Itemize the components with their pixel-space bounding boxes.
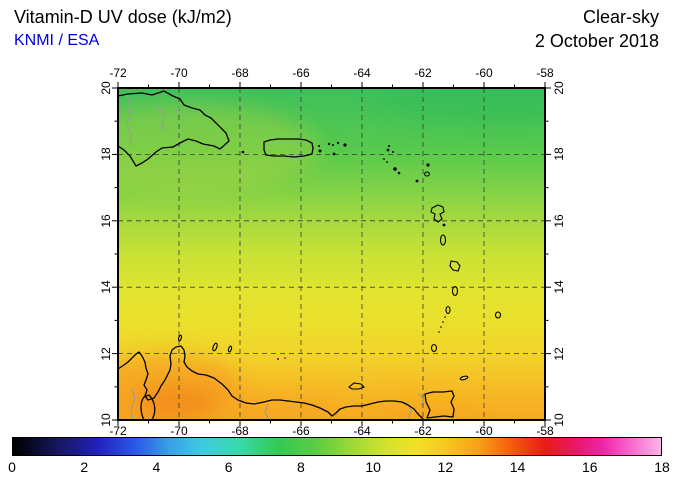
uv-dose-map <box>112 82 551 426</box>
lon-tick-label: -72 <box>109 66 127 80</box>
colorbar-tick-label: 8 <box>296 459 305 475</box>
lon-tick-label: -60 <box>475 424 493 438</box>
martinique-coastline <box>449 260 461 272</box>
trinidad-coastline <box>424 390 455 419</box>
lat-tick-label: 10 <box>552 413 566 427</box>
lat-tick-label: 18 <box>552 147 566 162</box>
lon-tick-label: -58 <box>536 424 554 438</box>
lat-tick-label: 10 <box>99 413 113 427</box>
coastlines <box>117 90 461 421</box>
colorbar-tick-label: 18 <box>654 459 670 475</box>
lat-tick-label: 12 <box>552 346 566 361</box>
date-label: 2 October 2018 <box>534 31 659 51</box>
lat-tick-label: 20 <box>552 81 566 95</box>
map-frame <box>117 87 546 421</box>
latitude-axis-right: 20 18 16 14 12 10 <box>552 81 566 426</box>
colorbar-tick-label: 10 <box>365 459 381 475</box>
page-title: Vitamin-D UV dose (kJ/m2) <box>14 7 232 27</box>
lon-tick-label: -66 <box>292 424 310 438</box>
lon-tick-label: -68 <box>231 66 249 80</box>
colorbar-tick-label: 12 <box>437 459 454 475</box>
lat-tick-label: 18 <box>99 147 113 162</box>
colorbar-tick-label: 2 <box>80 459 89 475</box>
colorbar <box>12 437 662 456</box>
lon-tick-label: -70 <box>170 66 188 80</box>
longitude-axis-bottom: -72 -70 -68 -66 -64 -62 -60 -58 <box>109 424 553 438</box>
colorbar-axis: 0 2 4 6 8 10 12 14 16 18 <box>8 459 670 477</box>
guadeloupe-coastline <box>430 204 445 223</box>
colorbar-tick-label: 4 <box>152 459 161 475</box>
lat-tick-label: 16 <box>552 214 566 228</box>
lat-tick-label: 14 <box>99 280 113 294</box>
colorbar-tick-label: 16 <box>581 459 598 475</box>
lat-tick-label: 12 <box>99 346 113 361</box>
lat-tick-label: 20 <box>99 81 113 95</box>
hispaniola-coastline <box>117 90 230 167</box>
lon-tick-label: -70 <box>170 424 188 438</box>
lon-tick-label: -62 <box>414 66 432 80</box>
lon-tick-label: -64 <box>353 66 371 80</box>
lake-maracaibo-coastline <box>140 394 156 421</box>
south-america-coastline <box>117 345 425 421</box>
lat-tick-label: 14 <box>552 280 566 294</box>
map-panel <box>112 82 551 426</box>
lon-tick-label: -72 <box>109 424 127 438</box>
colorbar-tick-label: 14 <box>509 459 526 475</box>
lon-tick-label: -62 <box>414 424 432 438</box>
margarita-coastline <box>348 382 365 390</box>
lon-tick-label: -68 <box>231 424 249 438</box>
colorbar-tick-label: 0 <box>8 459 16 475</box>
lon-tick-label: -60 <box>475 66 493 80</box>
latitude-axis-left: 20 18 16 14 12 10 <box>99 81 113 426</box>
longitude-axis-top: -72 -70 -68 -66 -64 -62 -60 -58 <box>109 66 553 80</box>
colorbar-tick-label: 6 <box>224 459 233 475</box>
puerto-rico-coastline <box>263 138 314 158</box>
lat-tick-label: 16 <box>99 214 113 228</box>
small-islands <box>178 141 502 381</box>
lon-tick-label: -64 <box>353 424 371 438</box>
lon-tick-label: -66 <box>292 66 310 80</box>
sky-condition-label: Clear-sky <box>582 7 659 27</box>
source-label: KNMI / ESA <box>14 32 100 49</box>
lon-tick-label: -58 <box>536 66 554 80</box>
